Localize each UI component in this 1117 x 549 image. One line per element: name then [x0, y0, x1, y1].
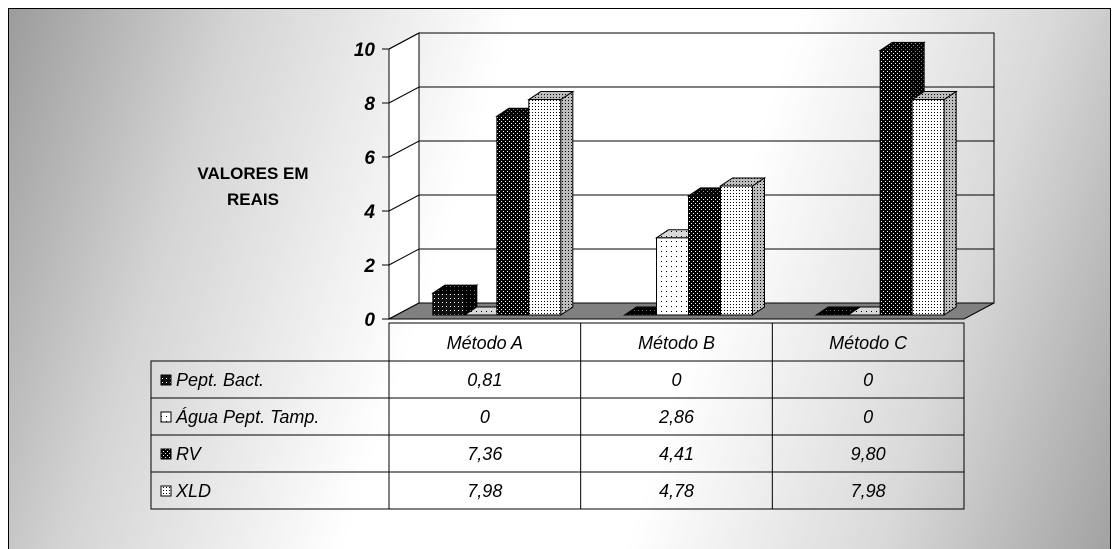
data-label: 0,81 — [467, 370, 502, 390]
data-table: Método A Método B Método C Pept. Bact. 0,81 0… — [150, 322, 965, 510]
y-tick-label: 6 — [364, 148, 375, 169]
bar — [910, 90, 958, 316]
table-row — [150, 471, 965, 510]
bar — [527, 90, 575, 316]
legend-key — [160, 485, 172, 497]
legend-key — [160, 448, 172, 460]
gridline — [388, 32, 994, 50]
category-label: Método A — [447, 333, 523, 353]
data-label: 0 — [480, 407, 490, 427]
y-axis-label: VALORES EM REAIS — [197, 164, 308, 209]
data-label: 4,41 — [659, 444, 694, 464]
y-tick-label: 0 — [364, 310, 375, 331]
bar — [431, 284, 479, 316]
data-label: 7,36 — [467, 444, 503, 464]
category-label: Método C — [829, 333, 908, 353]
bars — [431, 41, 958, 316]
legend-label: RV — [176, 444, 203, 464]
gridline — [388, 194, 994, 212]
legend-label: XLD — [175, 481, 211, 501]
data-label: 4,78 — [659, 481, 694, 501]
legend-label: Pept. Bact. — [176, 370, 264, 390]
gridlines — [388, 32, 994, 266]
chart-frame: VALORES EM REAIS 0 2 4 6 8 10 Método A Método … — [8, 8, 1111, 549]
y-tick-label: 2 — [363, 256, 375, 277]
legend-key — [160, 374, 172, 386]
bar — [718, 177, 767, 316]
data-label: 7,98 — [467, 481, 502, 501]
data-label: 2,86 — [658, 407, 695, 427]
data-label: 0 — [671, 370, 681, 390]
y-tick-label: 4 — [363, 202, 375, 223]
table-row — [150, 360, 965, 399]
category-label: Método B — [638, 333, 715, 353]
gridline — [388, 248, 994, 266]
y-tick-label: 10 — [354, 40, 376, 61]
y-axis-ticks: 0 2 4 6 8 10 — [354, 40, 389, 331]
gridline — [388, 140, 994, 158]
y-axis-label-line-1: VALORES EM — [197, 164, 308, 183]
data-label: 7,98 — [851, 481, 886, 501]
data-label: 9,80 — [851, 444, 886, 464]
table-row — [150, 434, 965, 473]
gridline — [388, 86, 994, 104]
y-tick-label: 8 — [364, 94, 375, 115]
legend-key — [160, 411, 172, 423]
y-axis-label-line-2: REAIS — [227, 190, 279, 209]
data-label: 0 — [863, 370, 873, 390]
legend-label: Água Pept. Tamp. — [175, 407, 319, 427]
data-label: 0 — [863, 407, 873, 427]
side-wall — [388, 32, 420, 320]
